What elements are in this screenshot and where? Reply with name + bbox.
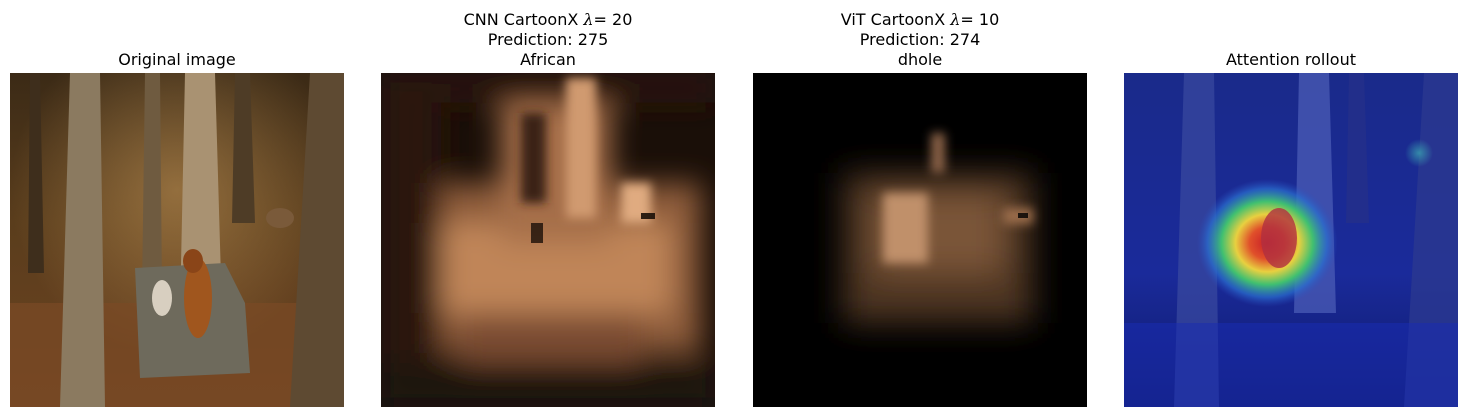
title-prefix: CNN CartoonX bbox=[463, 10, 579, 29]
panel-cnn-cartoonx: CNN CartoonX λ= 20 Prediction: 275 Afric… bbox=[381, 0, 715, 417]
lambda-symbol: λ bbox=[583, 10, 594, 29]
panel-original: Original image bbox=[10, 0, 344, 417]
lambda-symbol: λ bbox=[950, 10, 961, 29]
prediction-label: Prediction: 274 bbox=[859, 30, 981, 49]
panel-attention-rollout: Attention rollout bbox=[1124, 0, 1458, 417]
original-image bbox=[10, 73, 344, 407]
class-label: dhole bbox=[897, 50, 943, 69]
vit-cartoonx-mask bbox=[753, 73, 1087, 407]
cnn-cartoonx-mask bbox=[381, 73, 715, 407]
panel-title: CNN CartoonX λ= 20 bbox=[381, 10, 715, 29]
title-prefix: ViT CartoonX bbox=[840, 10, 946, 29]
panel-title: Attention rollout bbox=[1225, 50, 1357, 69]
attention-rollout-heatmap bbox=[1124, 73, 1458, 407]
panel-title: ViT CartoonX λ= 10 bbox=[753, 10, 1087, 29]
prediction-label: Prediction: 275 bbox=[487, 30, 609, 49]
lambda-value: = 20 bbox=[593, 10, 633, 29]
panel-title: Original image bbox=[118, 50, 236, 69]
panel-vit-cartoonx: ViT CartoonX λ= 10 Prediction: 274 dhole bbox=[753, 0, 1087, 417]
lambda-value: = 10 bbox=[960, 10, 1000, 29]
class-label: African bbox=[520, 50, 576, 69]
